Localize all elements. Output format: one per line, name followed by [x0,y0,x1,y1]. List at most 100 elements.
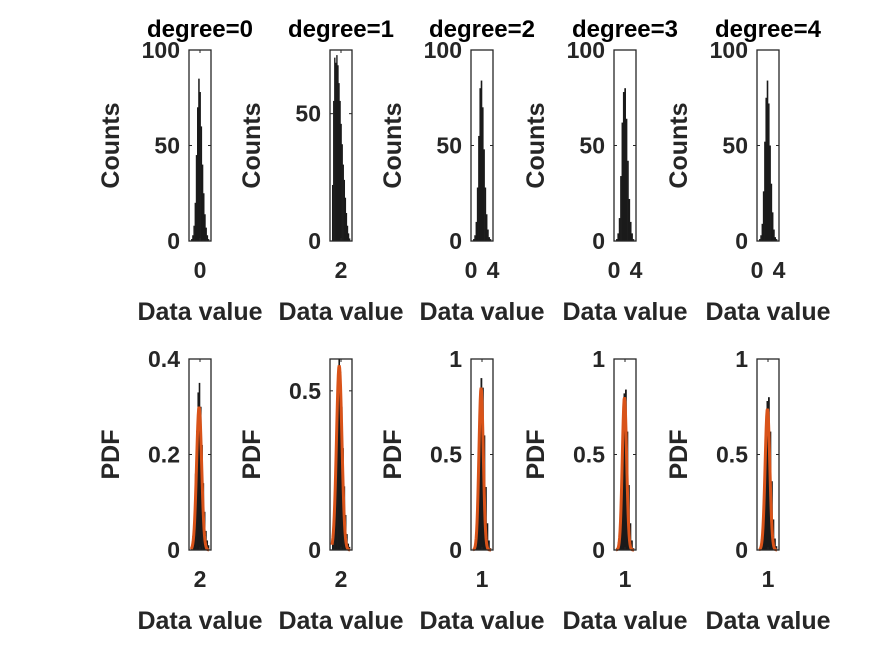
histogram-bar [332,543,334,550]
x-tick-label: 4 [630,257,643,283]
histogram-bar [483,149,485,241]
y-tick-label: 100 [567,37,605,63]
y-tick-label: 0 [449,537,462,563]
histogram-bar [485,214,488,241]
histogram-bar [480,378,483,550]
histogram-bar [617,233,620,241]
y-tick-label: 0.5 [716,442,748,468]
histogram-bar [773,229,775,241]
x-tick-label: 0 [608,257,621,283]
histogram-bar [768,103,770,241]
y-tick-label: 0.4 [148,346,180,372]
y-tick-label: 0 [449,228,462,254]
histogram-bar [484,187,487,241]
histogram-bar [624,88,626,241]
histogram-bar [625,118,628,241]
histogram-bar [759,239,761,241]
histogram-bar [339,100,341,242]
histogram-bar [337,374,339,550]
histogram-bar [479,88,482,241]
histogram-bar [616,239,618,241]
histogram-bar [197,107,199,241]
x-tick-label: 1 [762,566,775,592]
histogram-bar [200,126,203,241]
y-tick-label: 1 [735,346,748,372]
y-tick-label: 0.5 [289,378,321,404]
histogram-bar [193,225,195,241]
y-tick-label: 0 [592,228,605,254]
x-tick-label: 4 [487,257,500,283]
histogram-bar [474,235,476,241]
x-axis-label: Data value [562,607,687,635]
histogram-bar [345,212,348,241]
histogram-bar [201,164,204,241]
y-axis-label: Counts [238,102,266,188]
y-tick-label: 0 [167,228,180,254]
y-axis-label: Counts [97,102,125,188]
histogram-bar [341,144,343,241]
y-tick-label: 100 [424,37,462,63]
y-tick-label: 0 [167,537,180,563]
histogram-bar [332,184,334,241]
x-tick-label: 0 [465,257,478,283]
histogram-bar [347,233,350,241]
x-axis-label: Data value [419,298,544,326]
y-tick-label: 50 [579,133,605,159]
y-tick-label: 0 [735,228,748,254]
histogram-bar [769,145,771,241]
y-tick-label: 0 [592,537,605,563]
x-tick-label: 1 [619,566,632,592]
y-tick-label: 100 [710,37,748,63]
panel-title: degree=1 [288,16,394,43]
pdf-fit-curve [758,408,778,552]
y-tick-label: 0 [735,537,748,563]
y-tick-label: 0 [308,228,321,254]
panel-title: degree=2 [429,16,535,43]
y-tick-label: 0.2 [148,442,180,468]
y-axis-label: Counts [665,102,693,188]
y-tick-label: 100 [142,37,180,63]
histogram-bar [487,229,489,241]
histogram-bar [478,135,480,241]
histogram-bar [476,187,479,241]
histogram-bar [207,239,210,241]
histogram-bar [203,193,205,241]
histogram-bar [618,218,621,241]
histogram-bar [766,401,769,550]
histogram-bar [631,233,633,241]
histogram-bar [761,223,764,241]
histogram-bar [348,238,351,241]
histogram-bar [623,393,626,550]
y-axis-label: Counts [379,102,407,188]
y-tick-label: 50 [154,133,180,159]
y-tick-label: 1 [449,346,462,372]
x-axis-label: Data value [705,607,830,635]
histogram-bar [488,540,490,550]
histogram-bar [760,235,762,241]
histogram-bar [192,235,194,241]
histogram-bar [473,239,475,241]
histogram-bar [194,202,197,241]
histogram-bar [338,83,340,241]
histogram-bar [342,164,344,241]
histogram-bar [621,122,624,241]
y-axis-label: Counts [522,102,550,188]
histogram-bar [197,392,200,550]
histogram-bar [338,359,341,550]
histogram-bar [198,382,201,551]
x-tick-label: 4 [773,257,786,283]
histogram-bar [632,239,635,241]
histogram-bar [206,540,209,550]
histogram-bar [198,78,200,242]
y-tick-label: 50 [436,133,462,159]
x-axis-label: Data value [705,298,830,326]
histogram-bar [206,235,209,241]
x-axis-label: Data value [278,607,403,635]
y-axis-label: PDF [238,430,266,480]
histogram-bar [195,155,198,241]
histogram-bar [774,237,777,241]
histogram-bar [337,65,339,241]
pdf-fit-curve [615,396,635,552]
histogram-bar [482,107,484,241]
